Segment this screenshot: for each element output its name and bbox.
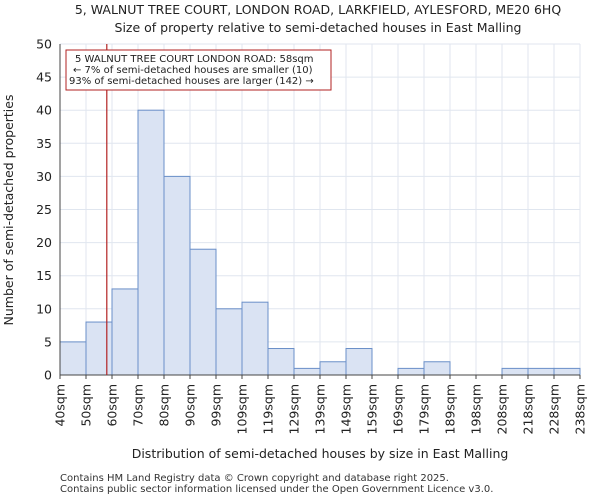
footer-licence: Contains public sector information licen…	[60, 484, 494, 495]
x-tick-label: 208sqm	[495, 384, 510, 434]
y-tick-label: 15	[36, 268, 52, 283]
x-tick-label: 179sqm	[417, 384, 432, 434]
x-tick-label: 70sqm	[131, 384, 146, 427]
x-tick-label: 159sqm	[365, 384, 380, 434]
bar	[397, 367, 425, 376]
x-tick-label: 218sqm	[521, 384, 536, 434]
y-tick-label: 45	[36, 70, 52, 85]
x-tick-label: 60sqm	[105, 384, 120, 427]
bar	[267, 348, 295, 376]
annotation-line3: 93% of semi-detached houses are larger (…	[69, 76, 314, 87]
x-tick-label: 90sqm	[183, 384, 198, 427]
chart-title-line1: 5, WALNUT TREE COURT, LONDON ROAD, LARKF…	[75, 2, 561, 17]
bar	[137, 109, 165, 376]
bar	[553, 367, 581, 376]
x-tick-label: 119sqm	[261, 384, 276, 434]
bar	[527, 367, 555, 376]
y-tick-label: 20	[36, 235, 52, 250]
y-tick-label: 30	[36, 169, 52, 184]
y-tick-label: 5	[44, 334, 52, 349]
annotation-line2: ← 7% of semi-detached houses are smaller…	[73, 65, 313, 76]
x-tick-label: 149sqm	[339, 384, 354, 434]
bar	[501, 367, 529, 376]
y-tick-label: 40	[36, 103, 52, 118]
x-tick-label: 109sqm	[235, 384, 250, 434]
annotation-line1: 5 WALNUT TREE COURT LONDON ROAD: 58sqm	[75, 54, 314, 65]
x-tick-label: 189sqm	[443, 384, 458, 434]
bar	[241, 301, 269, 376]
bar	[293, 367, 321, 376]
y-tick-label: 25	[36, 202, 52, 217]
bar	[319, 361, 347, 376]
bar	[111, 288, 139, 376]
y-tick-label: 10	[36, 301, 52, 316]
x-tick-label: 238sqm	[573, 384, 588, 434]
chart-title-line2: Size of property relative to semi-detach…	[115, 20, 522, 35]
y-tick-label: 50	[36, 37, 52, 52]
x-tick-label: 50sqm	[79, 384, 94, 427]
bar	[163, 175, 191, 376]
x-tick-label: 129sqm	[287, 384, 302, 434]
annotation-box: 5 WALNUT TREE COURT LONDON ROAD: 58sqm ←…	[65, 49, 332, 91]
bar	[189, 248, 217, 376]
bars	[59, 109, 581, 376]
x-tick-label: 99sqm	[209, 384, 224, 427]
bar	[59, 341, 87, 376]
x-tick-label: 228sqm	[547, 384, 562, 434]
x-ticks: 40sqm 50sqm 60sqm 70sqm 80sqm 90sqm 99sqm 109sq…	[53, 375, 588, 434]
bar	[345, 348, 373, 376]
x-axis-label: Distribution of semi-detached houses by …	[132, 446, 509, 461]
x-tick-label: 169sqm	[391, 384, 406, 434]
x-tick-label: 80sqm	[157, 384, 172, 427]
y-tick-label: 35	[36, 136, 52, 151]
bar	[423, 361, 451, 376]
x-tick-label: 40sqm	[53, 384, 68, 427]
y-axis-label: Number of semi-detached properties	[1, 95, 16, 326]
x-tick-label: 139sqm	[313, 384, 328, 434]
bar	[85, 321, 113, 376]
bar	[215, 308, 243, 376]
footer-copyright: Contains HM Land Registry data © Crown c…	[60, 473, 449, 484]
y-tick-label: 0	[44, 368, 52, 383]
x-tick-label: 198sqm	[469, 384, 484, 434]
y-ticks: 0 5 10 15 20 25 30 35 40 45 50	[36, 37, 52, 383]
